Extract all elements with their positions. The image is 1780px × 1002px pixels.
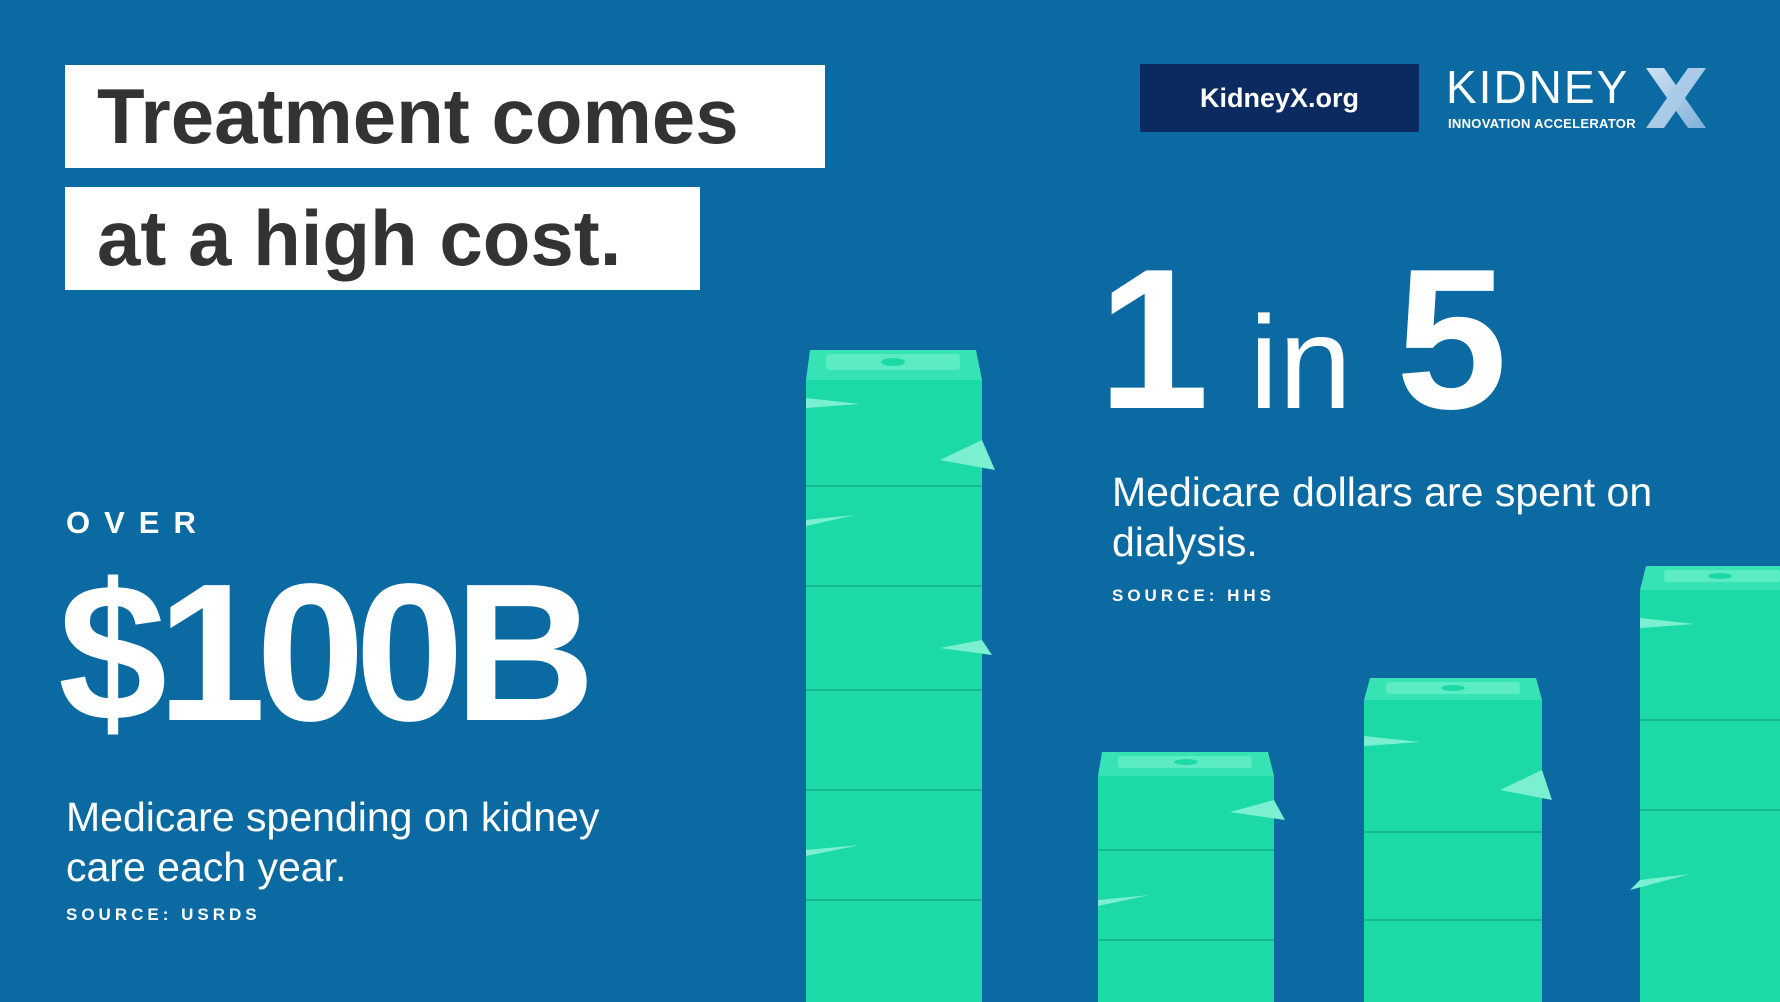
money-stack-icon	[1630, 566, 1780, 1002]
spending-source: SOURCE: USRDS	[66, 905, 261, 924]
headline-line-2-text: at a high cost.	[97, 194, 622, 282]
ratio-connector: in	[1249, 289, 1352, 436]
dialysis-ratio: 1 in 5	[1098, 240, 1507, 440]
logo-wordmark: KIDNEY	[1446, 61, 1630, 113]
headline-line-1-text: Treatment comes	[97, 72, 739, 160]
site-link-label: KidneyX.org	[1199, 82, 1360, 113]
money-stack-icon	[806, 350, 995, 1002]
spending-amount: $100B	[58, 543, 596, 762]
headline-line-2: at a high cost.	[65, 187, 700, 290]
kidneyx-x-logo-icon	[1646, 68, 1706, 128]
kidneyx-logo: KIDNEY INNOVATION ACCELERATOR	[1446, 61, 1716, 134]
site-link-button[interactable]: KidneyX.org	[1140, 64, 1419, 132]
logo-tagline: INNOVATION ACCELERATOR	[1448, 116, 1636, 131]
headline-line-1: Treatment comes	[65, 65, 825, 168]
over-label: OVER	[66, 505, 210, 540]
dialysis-description: Medicare dollars are spent on dialysis.	[1112, 469, 1653, 565]
spending-description: Medicare spending on kidney care each ye…	[66, 794, 600, 890]
dialysis-source: SOURCE: HHS	[1112, 586, 1276, 605]
money-stack-icon	[1364, 678, 1552, 1002]
ratio-denominator: 5	[1395, 228, 1508, 451]
money-stack-icon	[1098, 752, 1285, 1002]
ratio-numerator: 1	[1098, 228, 1210, 451]
